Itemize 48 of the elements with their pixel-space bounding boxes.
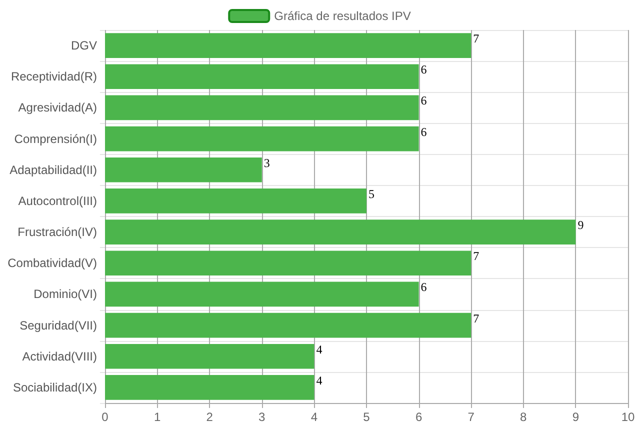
data-label: 5 — [368, 186, 374, 201]
y-tick-label: Actividad(VIII) — [22, 349, 97, 364]
bar — [105, 344, 314, 369]
bar — [105, 220, 576, 244]
data-label: 4 — [316, 342, 322, 356]
x-tick-label: 1 — [154, 410, 161, 424]
data-label: 9 — [578, 218, 584, 232]
x-tick-label: 8 — [520, 410, 528, 424]
bar — [105, 33, 472, 58]
y-tick-label: Frustración(IV) — [18, 225, 97, 240]
y-tick-label: Autocontrol(III) — [18, 194, 97, 208]
x-tick-label: 4 — [310, 410, 318, 424]
x-tick-label: 0 — [102, 410, 109, 424]
data-label: 4 — [316, 373, 322, 388]
y-tick-label: Combatividad(V) — [8, 256, 97, 270]
y-tick-label: Seguridad(VII) — [20, 318, 97, 332]
data-label: 6 — [420, 124, 427, 139]
data-label: 7 — [473, 32, 480, 46]
x-tick-label: 10 — [621, 410, 635, 424]
data-label: 3 — [264, 156, 270, 170]
bar — [105, 375, 314, 400]
x-tick-label: 7 — [468, 410, 475, 424]
y-tick-label: Receptividad(R) — [10, 70, 97, 84]
x-tick-label: 2 — [206, 410, 214, 424]
bar — [105, 188, 366, 214]
bar — [105, 64, 419, 90]
y-tick-label: Agresividad(A) — [18, 100, 97, 115]
data-label: 7 — [473, 249, 480, 264]
y-tick-label: Sociabilidad(IX) — [12, 380, 97, 394]
bar — [105, 282, 419, 307]
bar — [105, 250, 472, 276]
bar — [105, 95, 419, 120]
data-label: 6 — [420, 280, 427, 294]
y-tick-label: DGV — [70, 38, 97, 53]
y-tick-label: Dominio(VI) — [34, 287, 97, 302]
x-tick-label: 3 — [258, 410, 266, 424]
data-label: 6 — [420, 94, 427, 108]
data-label: 6 — [420, 62, 427, 77]
bar — [105, 126, 419, 152]
bar — [105, 312, 472, 338]
data-label: 7 — [473, 311, 480, 326]
legend-label: Gráfica de resultados IPV — [274, 9, 411, 23]
x-tick-label: 5 — [363, 410, 370, 424]
y-tick-label: Comprensión(I) — [14, 132, 97, 146]
y-tick-label: Adaptabilidad(II) — [10, 162, 97, 177]
x-tick-label: 9 — [572, 410, 580, 424]
x-tick-label: 6 — [415, 410, 422, 424]
bar — [105, 157, 262, 182]
